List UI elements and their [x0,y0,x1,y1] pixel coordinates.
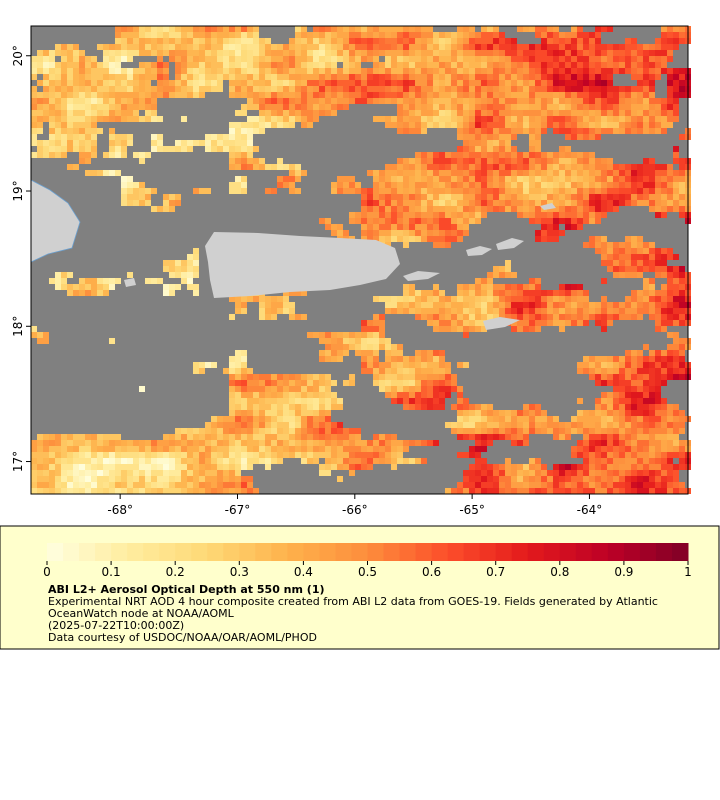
land [30,179,556,330]
st-thomas [466,246,492,256]
vieques [403,271,440,281]
colorbar-segment [175,543,192,561]
colorbar-tick-label: 0.9 [614,565,633,579]
colorbar-segment [447,543,465,561]
colorbar-segment [303,543,320,561]
colorbar-tick-label: 0.2 [166,565,185,579]
caption-line: Data courtesy of USDOC/NOAA/OAR/AOML/PHO… [48,631,317,644]
colorbar-segment [191,543,208,561]
aod-cells [205,26,691,494]
caption-title: ABI L2+ Aerosol Optical Depth at 550 nm … [48,583,325,596]
colorbar-tick-label: 0.8 [550,565,569,579]
colorbar-tick-label: 0.1 [102,565,121,579]
colorbar-segment [591,543,609,561]
colorbar-segment [127,543,144,561]
colorbar-segment [319,543,336,561]
colorbar-segment [79,543,96,561]
colorbar-segment [575,543,593,561]
colorbar-segment [639,543,657,561]
colorbar-segment [367,543,385,561]
colorbar-segment [223,543,240,561]
colorbar-segment [255,543,272,561]
colorbar-segment [383,543,401,561]
colorbar-segment [159,543,176,561]
map-frame [30,25,689,495]
x-tick-label: -68° [107,503,133,517]
mona [124,278,136,287]
colorbar-segment [415,543,433,561]
colorbar-segment [207,543,224,561]
hispaniola [30,179,81,263]
y-tick-label: 20° [11,45,25,66]
colorbar-segment [671,543,689,561]
colorbar-segment [655,543,673,561]
colorbar-tick-label: 1 [684,565,692,579]
colorbar-segment [111,543,128,561]
colorbar-tick-label: 0.6 [422,565,441,579]
colorbar-segment [239,543,256,561]
aod-cells [31,26,691,494]
y-tick-label: 18° [11,316,25,337]
colorbar-segment [47,543,64,561]
colorbar-segment [463,543,481,561]
y-tick-label: 19° [11,180,25,201]
anegada [540,203,556,210]
colorbar-segment [335,543,352,561]
colorbar-segment [495,543,513,561]
colorbar-segment [287,543,304,561]
colorbar-segment [351,543,368,561]
figure: -68° -67° -66° -65° -64° 17° 18° 19° 20° 0 0.1 0.2… [0,25,720,650]
colorbar-segment [143,543,160,561]
y-tick-label: 17° [11,451,25,472]
colorbar-segment [559,543,577,561]
caption: ABI L2+ Aerosol Optical Depth at 550 nm … [48,584,688,644]
caption-line: (2025-07-22T10:00:00Z) [48,619,185,632]
colorbar-segment [479,543,497,561]
colorbar-segment [63,543,80,561]
colorbar-segment [527,543,545,561]
colorbar-tick-label: 0.4 [294,565,313,579]
colorbar-tick-label: 0 [43,565,51,579]
colorbar-segment [431,543,449,561]
colorbar-segment [399,543,417,561]
x-tick-label: -66° [342,503,368,517]
x-tick-label: -67° [225,503,251,517]
colorbar-segment [623,543,641,561]
x-tick-label: -64° [577,503,603,517]
puerto-rico [205,232,400,298]
colorbar-segment [511,543,529,561]
colorbar-segment [271,543,288,561]
aod-cells [31,26,529,494]
x-tick-label: -65° [459,503,485,517]
axes: -68° -67° -66° -65° -64° 17° 18° 19° 20° [11,45,602,517]
st-john [496,238,524,250]
st-croix [483,317,520,330]
colorbar-tick-label: 0.7 [486,565,505,579]
colorbar-segment [95,543,112,561]
aod-cells [31,26,685,494]
colorbar-segment [543,543,561,561]
colorbar-tick-label: 0.3 [230,565,249,579]
colorbar-segment [607,543,625,561]
colorbar-tick-label: 0.5 [358,565,377,579]
caption-line: Experimental NRT AOD 4 hour composite cr… [48,595,658,620]
